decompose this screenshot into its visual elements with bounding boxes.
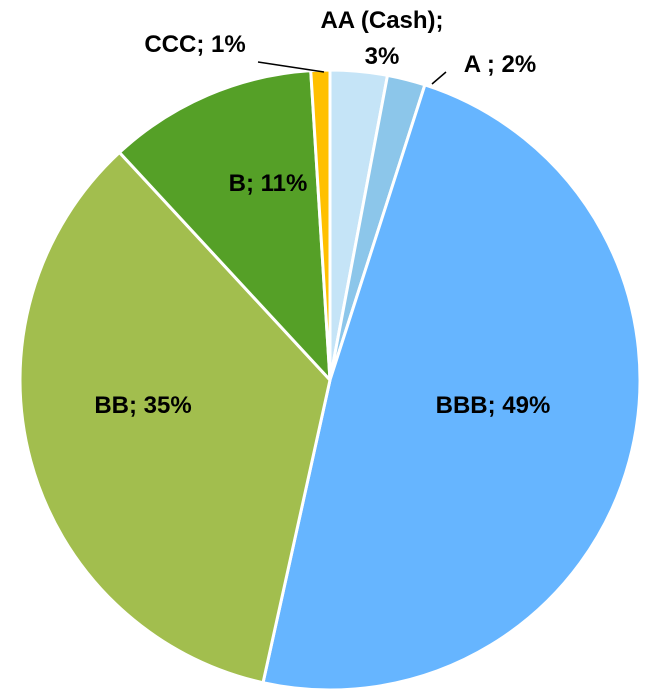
leader-line — [431, 71, 447, 85]
data-label: AA (Cash); 3% — [320, 7, 443, 70]
pie-slice — [18, 150, 332, 685]
data-label: BBB; 49% — [436, 392, 551, 419]
pie-slice — [117, 69, 332, 382]
data-label: B; 11% — [229, 170, 308, 197]
data-label: A ; 2% — [464, 51, 536, 78]
leader-line — [257, 61, 325, 73]
pie-slice — [261, 83, 642, 692]
data-label: CCC; 1% — [144, 31, 245, 58]
data-label: BB; 35% — [94, 392, 191, 419]
